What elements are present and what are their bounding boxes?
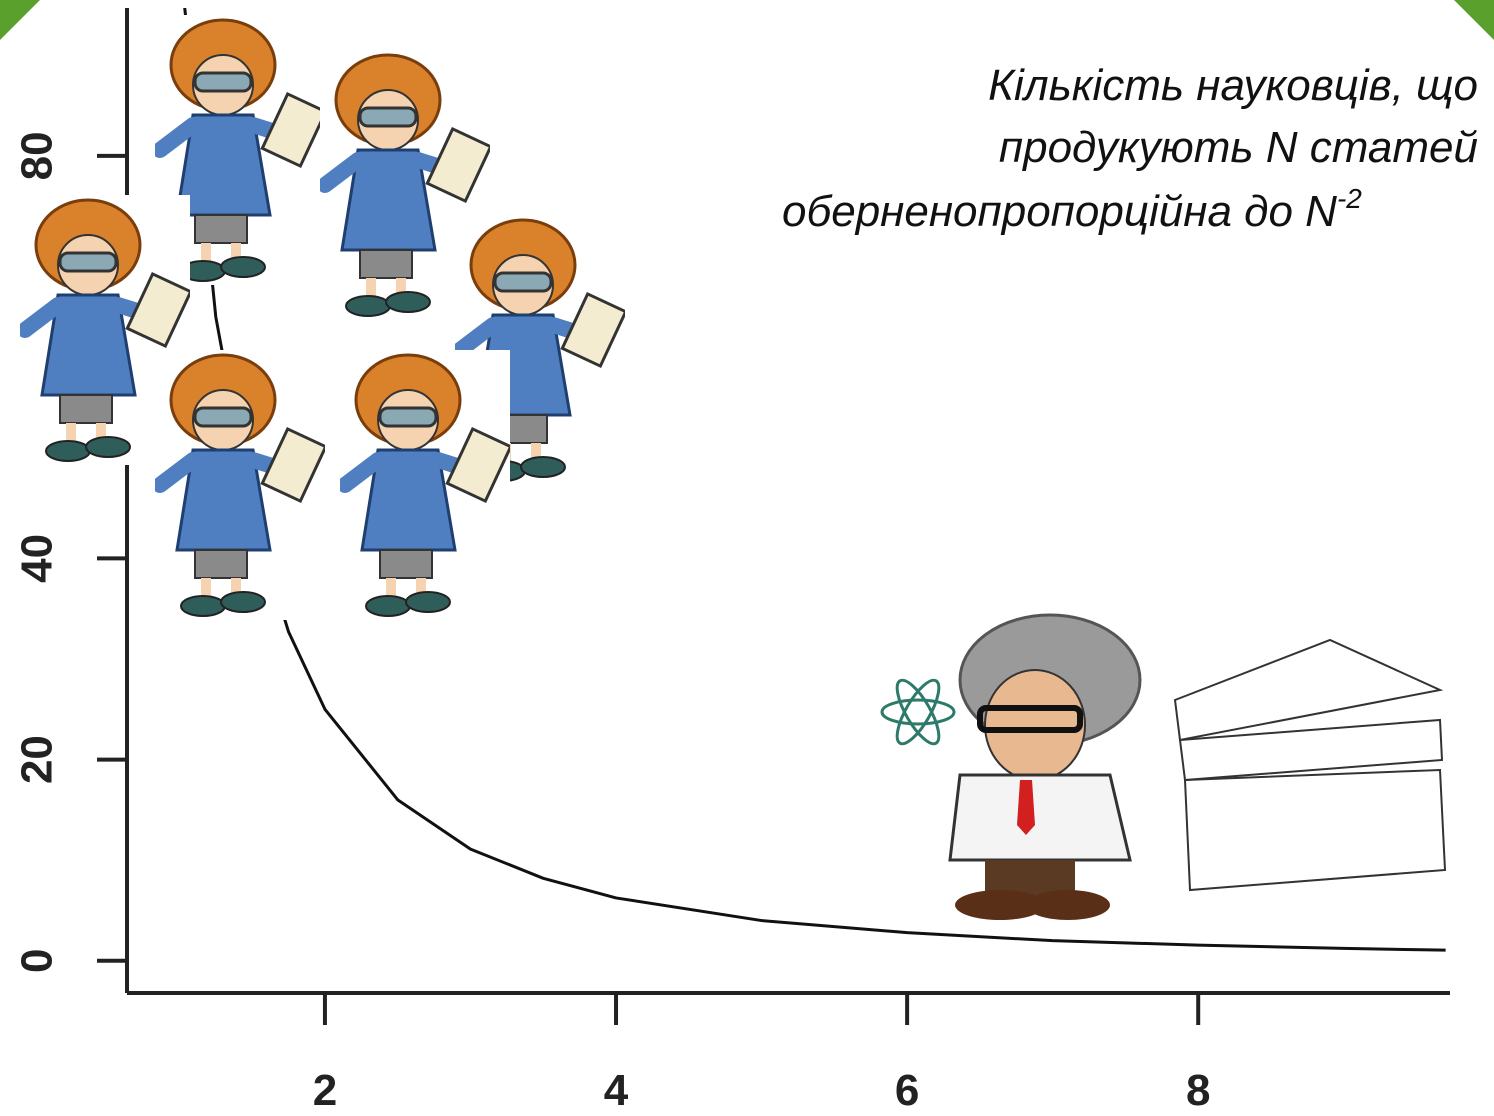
x-tick-label: 2 xyxy=(313,1066,337,1115)
title-line: Кількість науковців, що xyxy=(988,61,1478,110)
corner xyxy=(0,0,40,40)
y-tick-label: 80 xyxy=(13,131,62,180)
paper-stack xyxy=(1173,638,1447,892)
x-tick-label: 6 xyxy=(895,1066,919,1115)
y-tick-label: 40 xyxy=(13,534,62,583)
title-line: обернено­пропорційна до N-2 xyxy=(782,183,1362,236)
y-tick-label: 0 xyxy=(13,949,62,973)
old-scientist xyxy=(880,613,1142,920)
title-superscript: -2 xyxy=(1337,183,1362,214)
x-tick-label: 8 xyxy=(1186,1066,1210,1115)
corner xyxy=(1454,0,1494,40)
title-text: обернено­пропорційна до N xyxy=(782,187,1337,236)
title-line: продукують N статей xyxy=(999,123,1478,172)
x-tick-label: 4 xyxy=(604,1066,629,1115)
axes: 0 20 40 80 2 4 6 8 xyxy=(13,8,1450,1115)
clipart xyxy=(20,15,1447,920)
y-tick-label: 20 xyxy=(13,735,62,784)
